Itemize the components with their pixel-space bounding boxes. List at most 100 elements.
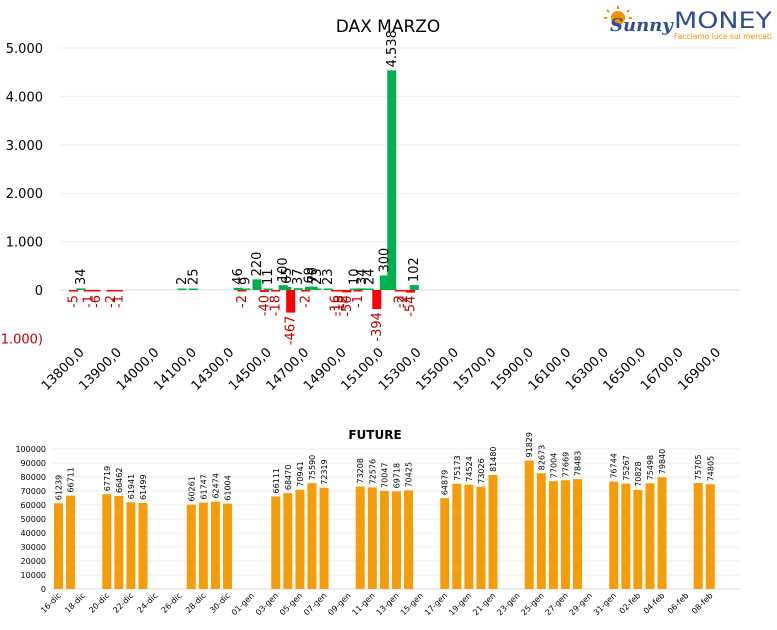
data-bar bbox=[409, 285, 419, 290]
data-bar bbox=[573, 479, 583, 589]
x-tick-label: 17-gen bbox=[423, 591, 449, 617]
data-bar bbox=[645, 483, 655, 589]
data-bar bbox=[307, 483, 317, 589]
data-bar bbox=[283, 493, 293, 589]
x-tick-label: 01-gen bbox=[230, 591, 256, 617]
data-bar bbox=[106, 290, 116, 292]
data-bar bbox=[83, 290, 93, 292]
y-tick-label: 20000 bbox=[21, 557, 46, 566]
chart-title: DAX MARZO bbox=[336, 17, 441, 37]
y-tick-label: 30000 bbox=[21, 543, 46, 552]
data-label: 74524 bbox=[465, 456, 474, 481]
data-label: -1 bbox=[111, 295, 126, 308]
data-bar bbox=[404, 490, 414, 589]
future-chart: FUTURE 100000900008000070000600005000040… bbox=[15, 428, 740, 617]
data-bar bbox=[488, 474, 498, 589]
data-label: -40 bbox=[257, 295, 272, 316]
data-bar bbox=[353, 290, 363, 292]
data-bar bbox=[198, 502, 208, 589]
data-bar bbox=[364, 288, 374, 290]
x-tick-label: 07-gen bbox=[302, 591, 328, 617]
data-label: 72576 bbox=[368, 459, 377, 484]
x-tick-label: 30-dic bbox=[208, 591, 232, 615]
x-tick-label: 03-gen bbox=[254, 591, 280, 617]
data-label: 91829 bbox=[525, 432, 534, 457]
data-bar bbox=[524, 460, 534, 589]
data-bar bbox=[367, 487, 377, 589]
data-label: 61239 bbox=[55, 475, 64, 500]
data-label: 70 bbox=[306, 267, 321, 284]
data-bar bbox=[237, 290, 247, 292]
data-bar bbox=[398, 290, 408, 292]
brand-word-sunny: Sunny bbox=[610, 15, 674, 36]
data-label: -18 bbox=[332, 295, 347, 316]
x-tick-label: 18-dic bbox=[63, 591, 87, 615]
x-tick-label: 20-dic bbox=[87, 591, 111, 615]
data-label: 4.538 bbox=[385, 30, 400, 67]
data-label: 25 bbox=[186, 268, 201, 285]
data-label: 70828 bbox=[634, 461, 643, 486]
sun-icon bbox=[611, 11, 625, 25]
data-label: 72319 bbox=[320, 459, 329, 484]
data-bar bbox=[452, 483, 462, 589]
x-tick-label: 31-gen bbox=[592, 591, 618, 617]
x-tick-label: 02-feb bbox=[618, 591, 643, 616]
data-label: -5 bbox=[66, 295, 81, 308]
x-tick-label: 26-dic bbox=[160, 591, 184, 615]
data-label: -467 bbox=[284, 316, 299, 346]
y-tick-label: 40000 bbox=[21, 529, 46, 538]
data-bar bbox=[252, 279, 262, 290]
data-label: 69 bbox=[302, 267, 317, 284]
data-bar bbox=[186, 504, 196, 589]
y-tick-label: 80000 bbox=[21, 473, 46, 482]
data-bar bbox=[308, 286, 318, 290]
data-label: -54 bbox=[403, 296, 418, 317]
data-bar bbox=[177, 288, 187, 290]
data-label: 66111 bbox=[272, 468, 281, 493]
data-label: 75705 bbox=[694, 455, 703, 480]
data-label: 66462 bbox=[115, 468, 124, 493]
x-tick-label: 15-gen bbox=[399, 591, 425, 617]
data-label: 24 bbox=[362, 268, 377, 285]
data-bar bbox=[349, 288, 359, 290]
data-label: 10 bbox=[347, 268, 362, 285]
data-label: -394 bbox=[370, 312, 385, 342]
y-tick-label: 1.000 bbox=[6, 236, 43, 251]
data-label: 64879 bbox=[441, 470, 450, 495]
data-label: 34 bbox=[355, 268, 370, 285]
data-label: 62474 bbox=[211, 473, 220, 498]
data-label: 75267 bbox=[622, 455, 631, 480]
data-label: 23 bbox=[310, 268, 325, 285]
data-bar bbox=[621, 483, 631, 589]
data-bar bbox=[560, 480, 570, 589]
data-label: 34 bbox=[74, 268, 89, 285]
data-bar bbox=[657, 477, 667, 589]
data-bar bbox=[263, 288, 273, 290]
y-tick-label: 3.000 bbox=[6, 139, 43, 154]
data-bar bbox=[293, 288, 303, 290]
data-bar bbox=[705, 484, 715, 589]
data-bar bbox=[405, 290, 415, 293]
data-label: 75173 bbox=[453, 455, 462, 480]
data-label: 70047 bbox=[380, 462, 389, 487]
y-tick-label: 0 bbox=[41, 585, 46, 594]
chart-title: FUTURE bbox=[348, 428, 401, 442]
data-label: 73026 bbox=[477, 458, 486, 483]
sun-rays-icon bbox=[604, 6, 632, 19]
y-tick-label: 10000 bbox=[21, 571, 46, 580]
x-tick-label: 05-gen bbox=[278, 591, 304, 617]
data-label: 102 bbox=[407, 257, 422, 282]
data-bar bbox=[440, 498, 450, 589]
data-label: -1 bbox=[351, 295, 366, 308]
x-tick-label: 21-gen bbox=[471, 591, 497, 617]
data-label: 75590 bbox=[308, 455, 317, 480]
data-label: 67719 bbox=[103, 466, 112, 491]
x-tick-label: 16-dic bbox=[39, 591, 63, 615]
data-label: 61499 bbox=[139, 474, 148, 499]
data-label: -2 bbox=[299, 295, 314, 308]
data-bar bbox=[113, 290, 123, 292]
x-tick-label: 28-dic bbox=[184, 591, 208, 615]
data-label: -1 bbox=[81, 295, 96, 308]
data-label: -16 bbox=[329, 295, 344, 316]
data-label: -18 bbox=[269, 295, 284, 316]
